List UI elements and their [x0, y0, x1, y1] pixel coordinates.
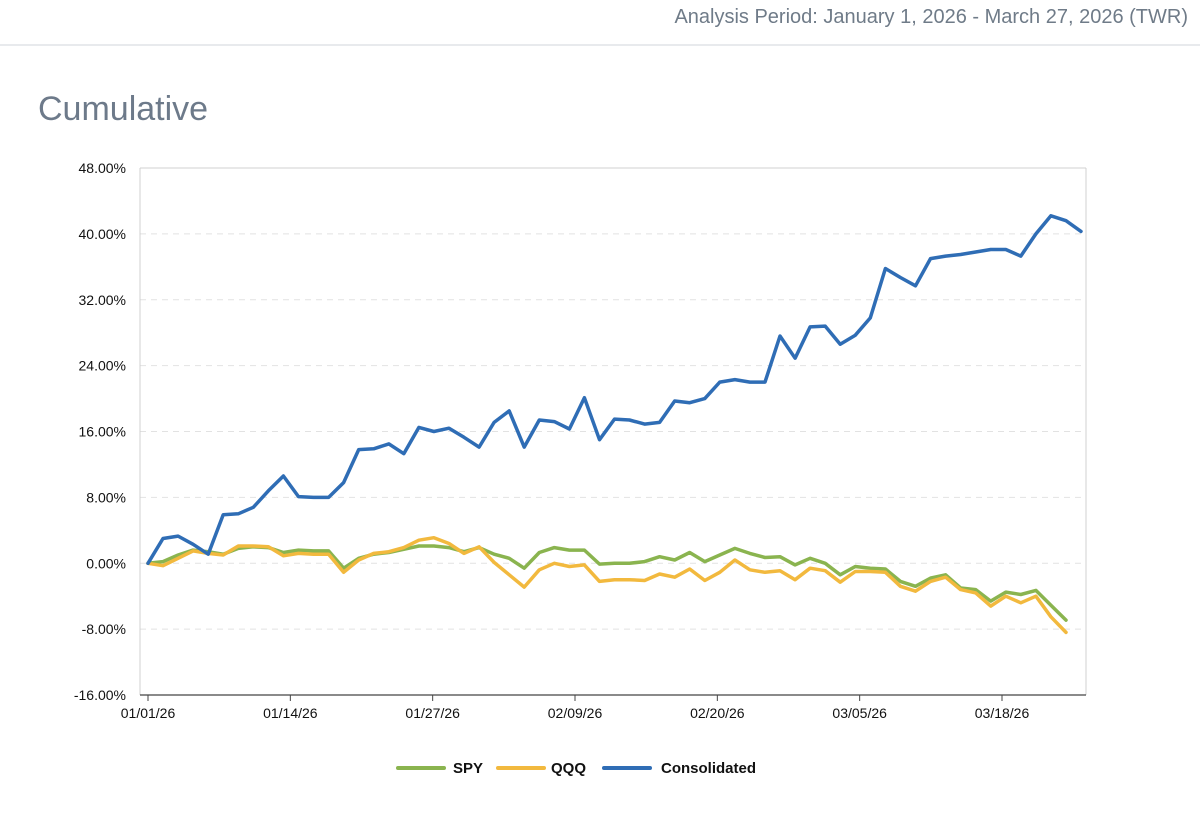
y-tick-label: -16.00% — [74, 687, 126, 703]
axes — [139, 167, 1087, 696]
x-tick-label: 02/09/26 — [548, 705, 603, 721]
section-title: Cumulative — [38, 90, 209, 128]
series-line-qqq — [146, 535, 1068, 635]
x-tick-label: 01/01/26 — [121, 705, 176, 721]
legend-label-spy: SPY — [453, 760, 483, 777]
y-tick-label: 16.00% — [79, 424, 126, 440]
y-tick-label: 40.00% — [79, 226, 126, 242]
x-tick-label: 03/05/26 — [832, 705, 887, 721]
header-divider — [0, 44, 1200, 46]
analysis-period: Analysis Period: January 1, 2026 - March… — [674, 6, 1188, 28]
x-tick-label: 03/18/26 — [975, 705, 1030, 721]
legend-label-qqq: QQQ — [551, 760, 586, 777]
series-line-consolidated — [146, 214, 1083, 566]
cumulative-chart: 48.00% 40.00% 32.00% 24.00% 16.00% 8.00% 0.00%… — [74, 160, 1087, 777]
y-tick-label: 48.00% — [79, 160, 126, 176]
series-line-spy — [146, 544, 1068, 622]
x-tick-label: 01/27/26 — [405, 705, 460, 721]
x-axis-ticks: 01/01/26 01/14/26 01/27/26 02/09/26 02/20/26… — [121, 695, 1030, 721]
series-lines — [146, 214, 1083, 635]
y-tick-label: 24.00% — [79, 358, 126, 374]
y-tick-label: 8.00% — [86, 489, 126, 505]
y-tick-label: 32.00% — [79, 292, 126, 308]
y-axis-ticks: 48.00% 40.00% 32.00% 24.00% 16.00% 8.00% 0.00%… — [74, 160, 126, 703]
x-tick-label: 02/20/26 — [690, 705, 745, 721]
legend: SPY QQQ Consolidated — [396, 760, 756, 777]
x-tick-label: 01/14/26 — [263, 705, 318, 721]
y-tick-label: -8.00% — [82, 621, 126, 637]
legend-label-consolidated: Consolidated — [661, 760, 756, 777]
grid-lines — [140, 233, 1086, 630]
y-tick-label: 0.00% — [86, 555, 126, 571]
